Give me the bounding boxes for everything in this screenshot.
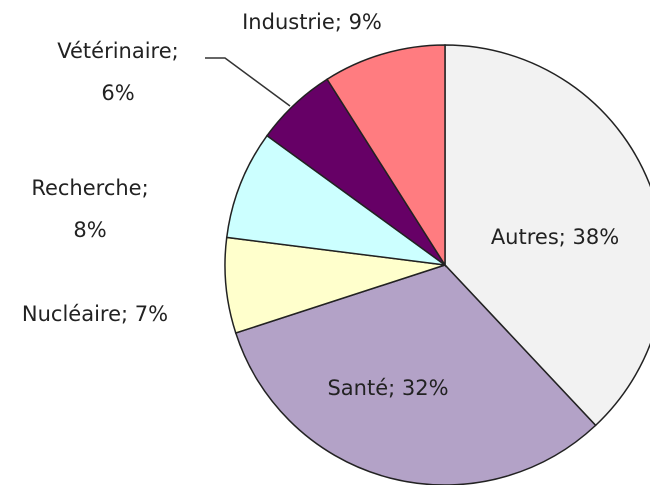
leader-line xyxy=(205,57,291,107)
pie-slice xyxy=(326,44,446,268)
data-label: Santé; 32% xyxy=(327,376,449,400)
data-label: Autres; 38% xyxy=(490,225,620,249)
data-label: Recherche; 8% xyxy=(31,176,149,242)
pie-slice xyxy=(234,264,597,485)
pie-slice xyxy=(444,44,650,427)
data-label: Industrie; 9% xyxy=(242,10,382,34)
data-label: Vétérinaire; 6% xyxy=(57,39,179,105)
data-label: Nucléaire; 7% xyxy=(21,302,169,326)
pie-slice xyxy=(225,134,446,266)
